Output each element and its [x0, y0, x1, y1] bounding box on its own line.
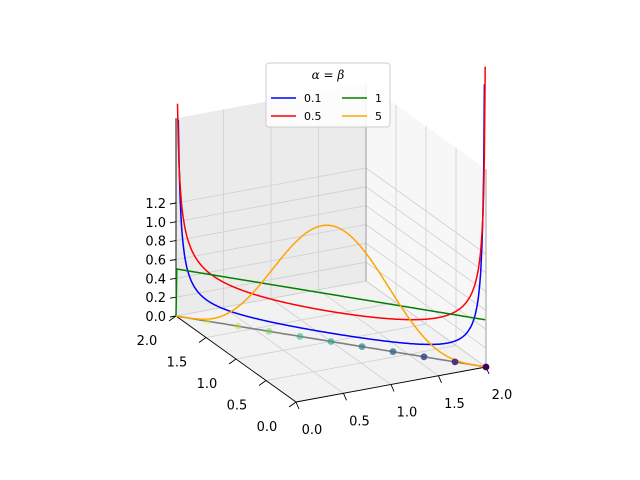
data-point [451, 358, 459, 366]
tick-labels: 0.0 0.5 1.0 1.5 2.0 0.0 0.5 1.0 1.5 2.0 0.0 0.2 0.4 0… [137, 197, 513, 438]
grid-side-z [365, 224, 487, 311]
grid-floor-y [205, 302, 397, 338]
series-line-0.5 [176, 66, 486, 321]
legend-frame [265, 62, 391, 128]
grid-side-z [365, 280, 487, 368]
z-tick-mark [169, 221, 177, 224]
data-series [175, 66, 487, 368]
grid-back-z [175, 167, 367, 204]
y-tick-mark [198, 337, 207, 343]
legend: α = β 0.1 1 0.5 5 [265, 62, 391, 128]
y-tick-label: 2.0 [137, 334, 158, 349]
x-tick-label: 1.0 [397, 406, 418, 421]
x-tick-mark [343, 393, 347, 401]
z-tick-label: 0.6 [145, 254, 166, 269]
axis-panes [176, 83, 486, 402]
x-tick-mark [438, 375, 442, 383]
grid-side-z [365, 205, 487, 292]
z-tick-mark [169, 296, 177, 299]
data-point [203, 317, 211, 325]
series-line-1 [175, 268, 486, 321]
data-points [203, 317, 490, 371]
y-tick-mark [228, 358, 237, 365]
grid-back-z [175, 186, 367, 223]
grid-back-z [175, 205, 367, 241]
y-tick-mark [258, 380, 267, 386]
series-line-0.1 [177, 84, 486, 346]
grid-side-z [365, 167, 487, 255]
legend-label-0.5: 0.5 [304, 110, 322, 123]
z-tick-mark [169, 259, 177, 261]
legend-label-5: 5 [375, 110, 382, 123]
data-point [265, 327, 273, 335]
x-tick-label: 0.0 [302, 423, 323, 438]
y-tick-label: 1.0 [197, 377, 218, 392]
z-tick-label: 0.2 [145, 291, 166, 306]
data-point [296, 333, 304, 340]
x-tick-mark [295, 401, 300, 410]
y-tick-label: 0.0 [257, 420, 278, 435]
data-point [420, 353, 428, 361]
grid-back-z [175, 224, 367, 260]
z-tick-label: 1.0 [145, 216, 166, 231]
y-tick-mark [288, 401, 297, 408]
grid-back-z [175, 261, 367, 298]
grid-side-z [365, 186, 487, 274]
grid-floor-y [265, 345, 457, 381]
z-tick-mark [169, 240, 177, 243]
legend-label-1: 1 [375, 92, 382, 105]
legend-label-0.1: 0.1 [304, 92, 322, 105]
legend-title: α = β [312, 68, 345, 82]
y-tick-label: 0.5 [227, 399, 248, 414]
y-tick-mark [168, 315, 177, 322]
y-tick-label: 1.5 [167, 356, 188, 371]
data-point [482, 363, 490, 371]
z-tick-mark [169, 315, 177, 318]
z-tick-label: 0.0 [145, 310, 166, 325]
data-point [234, 322, 242, 330]
series-line-5 [175, 224, 486, 368]
z-tick-mark [169, 202, 177, 205]
data-point [358, 343, 366, 350]
data-point [327, 338, 335, 345]
data-point [389, 348, 397, 356]
z-tick-label: 0.8 [145, 235, 166, 250]
x-tick-label: 0.5 [349, 414, 370, 429]
x-tick-label: 2.0 [492, 388, 513, 403]
z-tick-label: 0.4 [145, 272, 166, 287]
x-tick-label: 1.5 [444, 397, 465, 412]
grid-side-z [365, 242, 487, 330]
z-tick-mark [169, 277, 177, 280]
z-tick-label: 1.2 [145, 197, 166, 212]
x-tick-mark [390, 384, 395, 392]
